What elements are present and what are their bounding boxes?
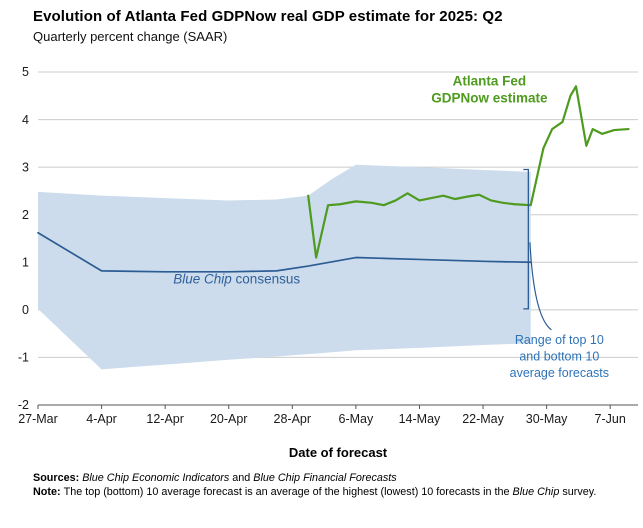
sources-line: Sources: Blue Chip Economic Indicators a…: [33, 472, 633, 486]
y-tick-label: 5: [22, 65, 29, 79]
y-tick-label: -1: [18, 351, 29, 365]
y-tick-label: 1: [22, 255, 29, 269]
x-axis-title: Date of forecast: [288, 445, 388, 460]
x-tick-label: 22-May: [462, 412, 504, 426]
y-tick-label: -2: [18, 398, 29, 412]
note-text-1: The top (bottom) 10 average forecast is …: [63, 485, 513, 498]
blue-chip-line: [37, 231, 532, 273]
x-tick-label: 14-May: [399, 412, 441, 426]
gdpnow-line: [307, 85, 630, 259]
x-tick-label: 20-Apr: [210, 412, 248, 426]
chart-title: Evolution of Atlanta Fed GDPNow real GDP…: [33, 8, 503, 25]
sources-publication-1: Blue Chip Economic Indicators: [82, 472, 230, 484]
x-tick-label: 7-Jun: [595, 412, 626, 426]
y-tick-label: 4: [22, 113, 29, 127]
x-tick-label: 4-Apr: [86, 412, 117, 426]
chart-subtitle: Quarterly percent change (SAAR): [33, 29, 228, 44]
range-annotation-label: Range of top 10 and bottom 10 average fore…: [510, 333, 609, 380]
blue-chip-series-label: Blue Chip consensus: [173, 272, 300, 287]
range-leader-line: [529, 242, 552, 331]
range-bracket: [523, 168, 529, 310]
chart-canvas: -2 -1 0 1 2 3 4 5 27-Mar 4-Apr 12-Apr 20-Apr 28-Apr 6…: [18, 65, 638, 426]
y-tick-label: 0: [22, 303, 29, 317]
note-text-2: survey.: [559, 485, 597, 498]
x-tick-label: 30-May: [526, 412, 568, 426]
y-tick-label: 2: [22, 208, 29, 222]
note-publication: Blue Chip: [512, 485, 560, 498]
sources-label: Sources:: [33, 472, 83, 484]
forecast-range-band: [38, 164, 531, 370]
note-label: Note:: [33, 485, 64, 498]
gdpnow-series-label: Atlanta Fed GDPNow estimate: [431, 73, 548, 105]
x-tick-label: 28-Apr: [274, 412, 312, 426]
x-tick-label: 12-Apr: [146, 412, 184, 426]
sources-conjunction: and: [229, 472, 254, 484]
chart-footnotes: Sources: Blue Chip Economic Indicators a…: [33, 472, 633, 500]
x-tick-label: 27-Mar: [18, 412, 58, 426]
note-line: Note: The top (bottom) 10 average foreca…: [33, 486, 633, 500]
x-tick-label: 6-May: [339, 412, 374, 426]
y-tick-label: 3: [22, 160, 29, 174]
sources-publication-2: Blue Chip Financial Forecasts: [253, 472, 397, 484]
